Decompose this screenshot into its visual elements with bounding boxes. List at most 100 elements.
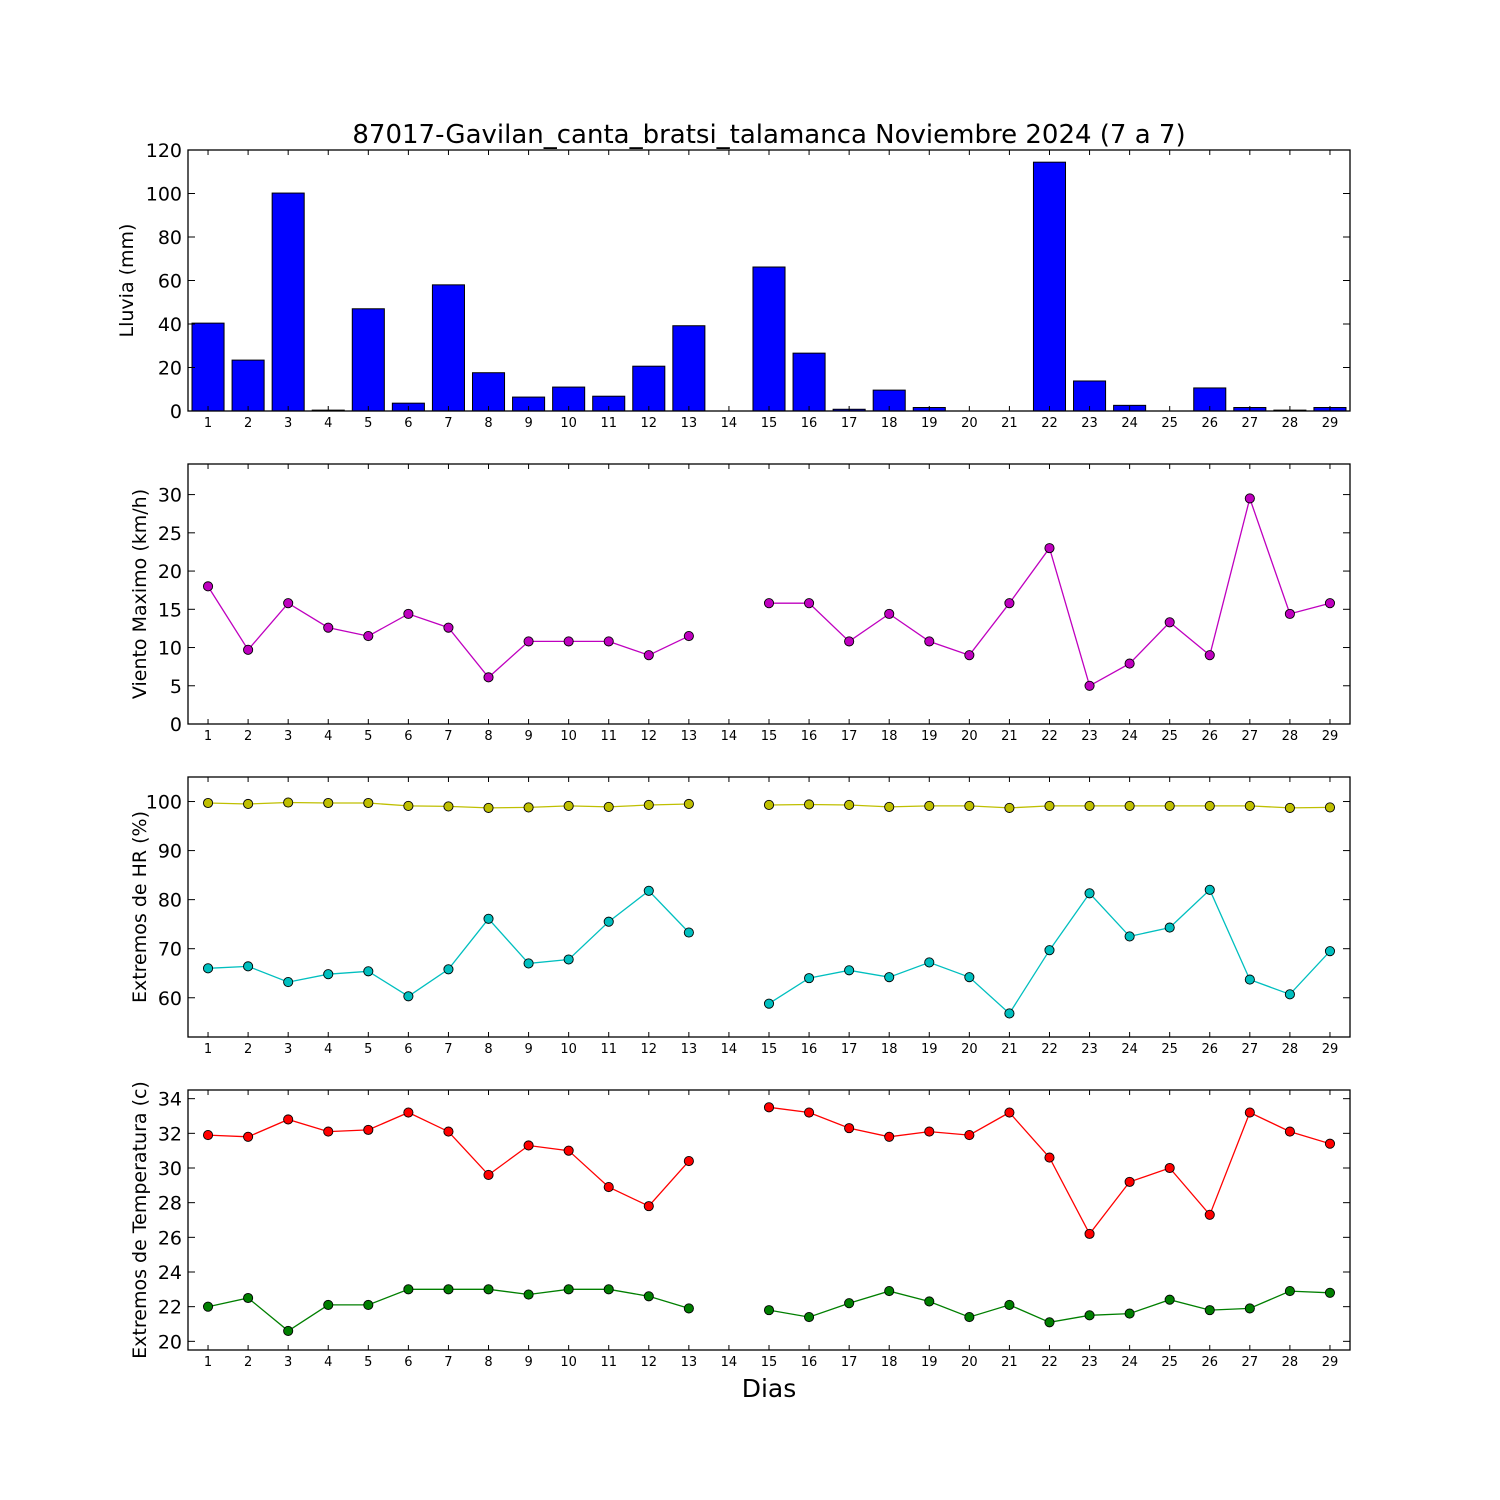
temperature-xtick-label: 26 bbox=[1201, 1355, 1218, 1370]
humidity-ytick-label: 60 bbox=[158, 988, 182, 1010]
wind-series-1-point-day-12 bbox=[643, 650, 654, 661]
temperature-series-1-point-day-24 bbox=[1124, 1176, 1135, 1187]
humidity-series-1-point-day-29 bbox=[1324, 802, 1336, 813]
rain-xtick-label: 9 bbox=[524, 416, 532, 431]
humidity-series-1-point-day-18 bbox=[884, 801, 895, 812]
temperature-xtick-label: 11 bbox=[600, 1355, 617, 1370]
humidity-xtick-label: 1 bbox=[204, 1042, 212, 1057]
wind-xtick-label: 24 bbox=[1121, 729, 1138, 744]
temperature-xtick-label: 1 bbox=[204, 1355, 212, 1370]
wind-xtick-label: 21 bbox=[1001, 729, 1018, 744]
rain-xtick-label: 13 bbox=[681, 416, 698, 431]
wind-xtick-label: 1 bbox=[204, 729, 212, 744]
humidity-xtick-label: 24 bbox=[1121, 1042, 1138, 1057]
humidity-series-1-point-day-23 bbox=[1084, 800, 1095, 811]
rain-bar-day-13 bbox=[672, 325, 706, 412]
wind-series-1-point-day-23 bbox=[1084, 680, 1095, 691]
humidity-series-1-point-day-4 bbox=[323, 797, 334, 809]
humidity-series-1-point-day-27 bbox=[1244, 800, 1255, 811]
temperature-series-1-point-day-19 bbox=[924, 1126, 935, 1137]
humidity-xtick-label: 2 bbox=[244, 1042, 252, 1057]
rain-y-axis-label: Lluvia (mm) bbox=[116, 224, 138, 338]
humidity-xtick-label: 14 bbox=[721, 1042, 738, 1057]
humidity-ytick-label: 70 bbox=[158, 939, 182, 961]
temperature-series-2-point-day-24 bbox=[1124, 1308, 1135, 1319]
humidity-series-2-point-day-27 bbox=[1244, 974, 1255, 985]
wind-xtick-label: 16 bbox=[801, 729, 818, 744]
wind-ytick-label: 15 bbox=[158, 599, 182, 621]
temperature-series-1-point-day-11 bbox=[603, 1182, 614, 1193]
wind-series-1-point-day-25 bbox=[1164, 617, 1175, 628]
wind-series-1-point-day-17 bbox=[844, 636, 855, 647]
wind-series-1-point-day-4 bbox=[323, 622, 334, 633]
temperature-series-2-point-day-16 bbox=[804, 1312, 815, 1323]
rain-xtick-label: 7 bbox=[444, 416, 452, 431]
temperature-series-1-point-day-16 bbox=[804, 1107, 815, 1118]
humidity-series-1-point-day-8 bbox=[483, 802, 494, 813]
humidity-xtick-label: 22 bbox=[1041, 1042, 1058, 1057]
humidity-series-2-point-day-22 bbox=[1044, 945, 1055, 956]
rain-xtick-label: 5 bbox=[364, 416, 372, 431]
humidity-series-1-point-day-1 bbox=[202, 797, 214, 809]
wind-xtick-label: 13 bbox=[681, 729, 698, 744]
rain-xtick-label: 11 bbox=[600, 416, 617, 431]
wind-series-1-point-day-21 bbox=[1004, 598, 1015, 609]
humidity-series-2-point-day-9 bbox=[523, 958, 534, 969]
temperature-ytick-label: 26 bbox=[158, 1227, 182, 1249]
rain-bar-day-5 bbox=[351, 308, 385, 412]
temperature-series-1-point-day-7 bbox=[443, 1126, 454, 1137]
temperature-xtick-label: 7 bbox=[444, 1355, 452, 1370]
temperature-series-2-point-day-18 bbox=[884, 1286, 895, 1297]
wind-xtick-label: 5 bbox=[364, 729, 372, 744]
wind-series-1-point-day-9 bbox=[523, 636, 534, 647]
humidity-xtick-label: 11 bbox=[600, 1042, 617, 1057]
humidity-series-1-point-day-2 bbox=[243, 798, 254, 810]
humidity-xtick-label: 12 bbox=[641, 1042, 658, 1057]
temperature-series-1-point-day-1 bbox=[202, 1130, 214, 1141]
temperature-series-1-point-day-28 bbox=[1284, 1126, 1295, 1137]
wind-xtick-label: 4 bbox=[324, 729, 332, 744]
rain-ytick-label: 80 bbox=[158, 227, 182, 249]
wind-xtick-label: 6 bbox=[404, 729, 412, 744]
humidity-series-2-point-day-1 bbox=[202, 963, 214, 974]
humidity-series-2-point-day-23 bbox=[1084, 888, 1095, 899]
temperature-xtick-label: 17 bbox=[841, 1355, 858, 1370]
wind-ytick-label: 5 bbox=[170, 676, 182, 698]
temperature-series-2-point-day-13 bbox=[683, 1303, 694, 1314]
humidity-series-2-point-day-26 bbox=[1204, 884, 1215, 895]
temperature-series-1-point-day-3 bbox=[283, 1114, 294, 1125]
temperature-series-1-point-day-29 bbox=[1324, 1138, 1336, 1149]
wind-xtick-label: 12 bbox=[641, 729, 658, 744]
humidity-series-2-point-day-12 bbox=[643, 885, 654, 896]
temperature-series-1-point-day-5 bbox=[363, 1124, 374, 1135]
temperature-series-1-point-day-6 bbox=[403, 1107, 414, 1118]
rain-bar-day-1 bbox=[191, 322, 225, 412]
temperature-series-2-point-day-26 bbox=[1204, 1305, 1215, 1316]
rain-xtick-label: 25 bbox=[1161, 416, 1178, 431]
temperature-series-1-point-day-9 bbox=[523, 1140, 534, 1151]
wind-xtick-label: 28 bbox=[1282, 729, 1299, 744]
rain-xtick-label: 26 bbox=[1201, 416, 1218, 431]
humidity-series-2-point-day-2 bbox=[243, 961, 254, 972]
humidity-xtick-label: 20 bbox=[961, 1042, 978, 1057]
humidity-xtick-label: 9 bbox=[524, 1042, 532, 1057]
humidity-xtick-label: 6 bbox=[404, 1042, 412, 1057]
temperature-ytick-label: 24 bbox=[158, 1262, 182, 1284]
wind-series-1-point-day-15 bbox=[763, 598, 775, 609]
wind-xtick-label: 18 bbox=[881, 729, 898, 744]
wind-series-1-point-day-20 bbox=[964, 650, 975, 661]
rain-xtick-label: 17 bbox=[841, 416, 858, 431]
wind-xtick-label: 11 bbox=[600, 729, 617, 744]
temperature-series-2-point-day-12 bbox=[643, 1291, 654, 1302]
humidity-xtick-label: 17 bbox=[841, 1042, 858, 1057]
temperature-xtick-label: 3 bbox=[284, 1355, 292, 1370]
humidity-series-2-point-day-20 bbox=[964, 972, 975, 983]
wind-series-1-point-day-26 bbox=[1204, 650, 1215, 661]
humidity-series-1-point-day-5 bbox=[363, 797, 374, 809]
rain-xtick-label: 3 bbox=[284, 416, 292, 431]
humidity-series-2-point-day-11 bbox=[603, 916, 614, 927]
temperature-series-1-point-day-18 bbox=[884, 1131, 895, 1142]
wind-series-1-point-day-1 bbox=[202, 581, 214, 592]
